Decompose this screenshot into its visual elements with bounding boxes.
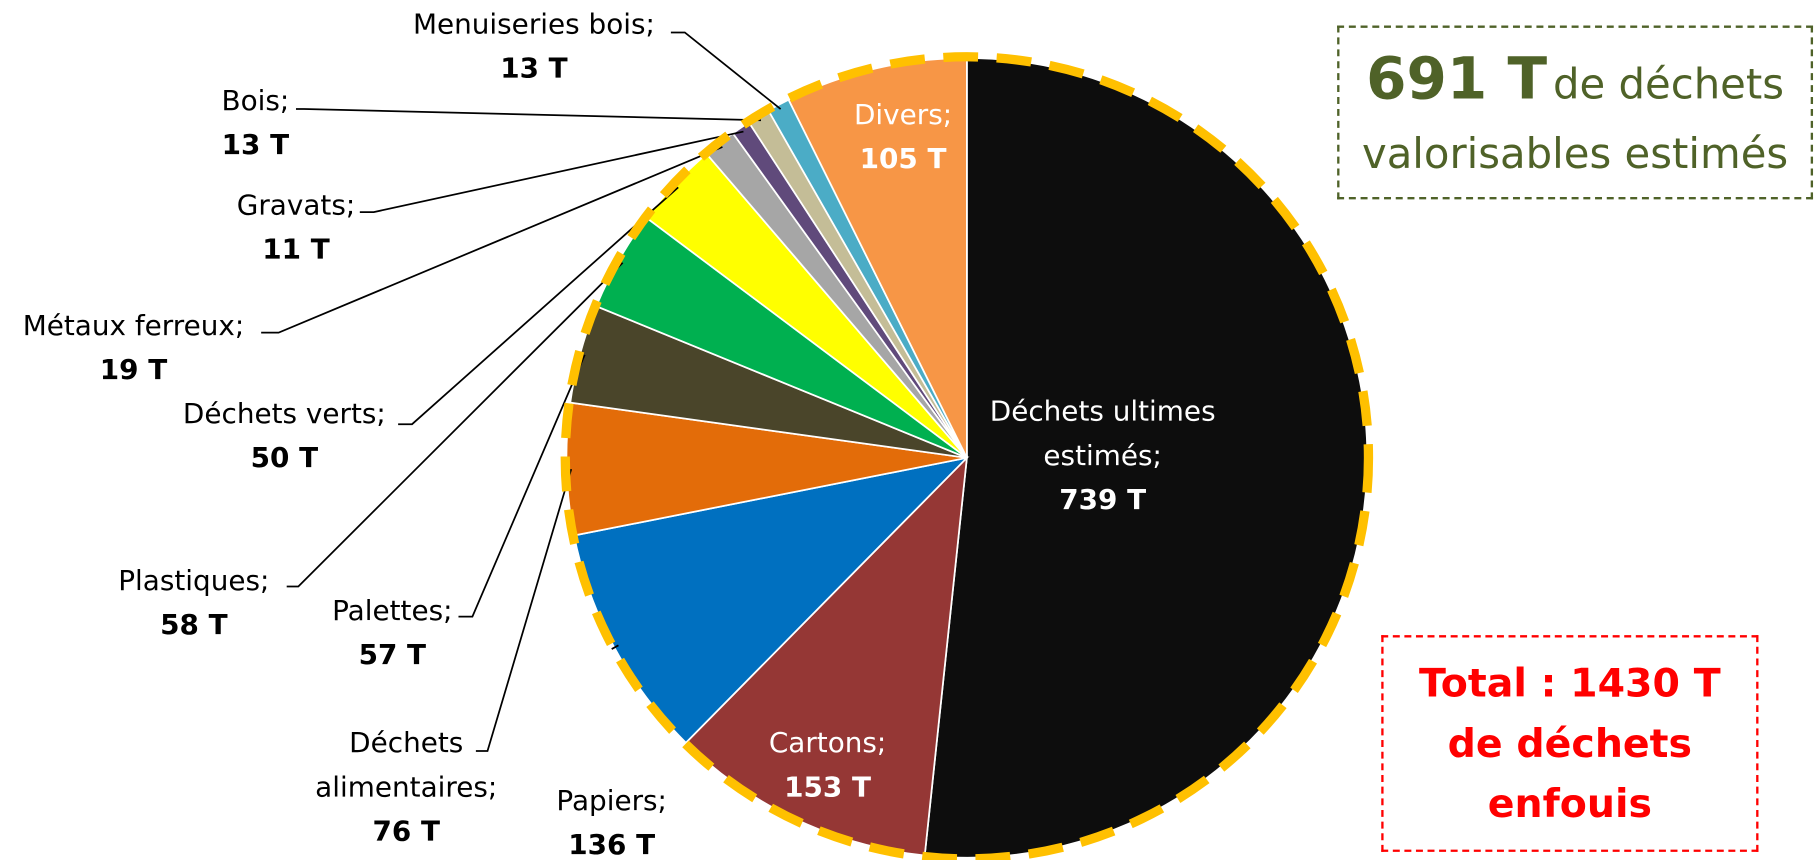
leader-line (670, 31, 782, 110)
slice-value: 105 T (859, 142, 947, 176)
leader-line (295, 108, 762, 122)
slice-value: 13 T (500, 52, 568, 85)
slice-value: 739 T (1059, 483, 1147, 516)
slice-name: Palettes; (332, 594, 453, 628)
leader-line (261, 146, 723, 334)
slice-value: 11 T (262, 232, 330, 266)
leader-line (475, 468, 573, 752)
leader-line (398, 186, 679, 426)
leader-line (359, 130, 744, 213)
slice-name: Déchets alimentaires; (315, 726, 498, 804)
slice-label: Déchets alimentaires; 76 T (296, 721, 517, 853)
slice-value: 13 T (221, 128, 290, 162)
slice-name: Divers; (853, 98, 953, 131)
slice-label: Déchets ultimes estimés; 739 T (969, 389, 1236, 521)
slice-value: 50 T (250, 441, 319, 475)
slice-label: Gravats; 11 T (221, 183, 372, 271)
slice-value: 153 T (784, 770, 872, 804)
annotation-total: Total : 1430 T de déchets enfouis (1419, 660, 1721, 828)
slice-label: Menuiseries bois; 13 T (383, 2, 685, 90)
slice-label: Papiers; 136 T (496, 779, 728, 867)
slice-value: 136 T (568, 828, 656, 862)
slice-name: Papiers; (556, 784, 667, 818)
leader-line (611, 644, 619, 650)
total-box: Total : 1430 T de déchets enfouis (1381, 635, 1759, 852)
slice-name: Cartons; (768, 726, 887, 760)
leader-line (458, 354, 586, 618)
slice-label: Déchets verts; 50 T (157, 392, 412, 480)
slice-name: Menuiseries bois; (412, 8, 655, 41)
annotation-value: 691 T (1366, 45, 1548, 113)
slice-label: Palettes; 57 T (305, 589, 479, 677)
slice-name: Plastiques; (118, 564, 270, 597)
slice-name: Métaux ferreux; (22, 309, 245, 342)
slice-label: Bois; 13 T (197, 79, 313, 167)
slice-label: Divers; 105 T (828, 93, 979, 181)
annotation-text: de déchets valorisables estimés (1361, 61, 1789, 179)
slice-name: Déchets ultimes estimés; (989, 395, 1216, 472)
leader-line (286, 262, 624, 588)
pie-border (560, 52, 1373, 861)
slice-label: Métaux ferreux; 19 T (0, 304, 267, 392)
slice-value: 19 T (99, 353, 168, 386)
valorisable-box: 691 T de déchets valorisables estimés (1337, 25, 1814, 200)
slice-value: 58 T (160, 608, 228, 641)
slice-name: Bois; (221, 84, 290, 118)
slice-name: Gravats; (236, 188, 356, 222)
slice-label: Cartons; 153 T (712, 721, 944, 809)
slice-value: 76 T (372, 814, 440, 848)
slice-label: Plastiques; 58 T (95, 559, 292, 647)
slice-name: Déchets verts; (182, 397, 386, 431)
slice-value: 57 T (358, 638, 427, 672)
